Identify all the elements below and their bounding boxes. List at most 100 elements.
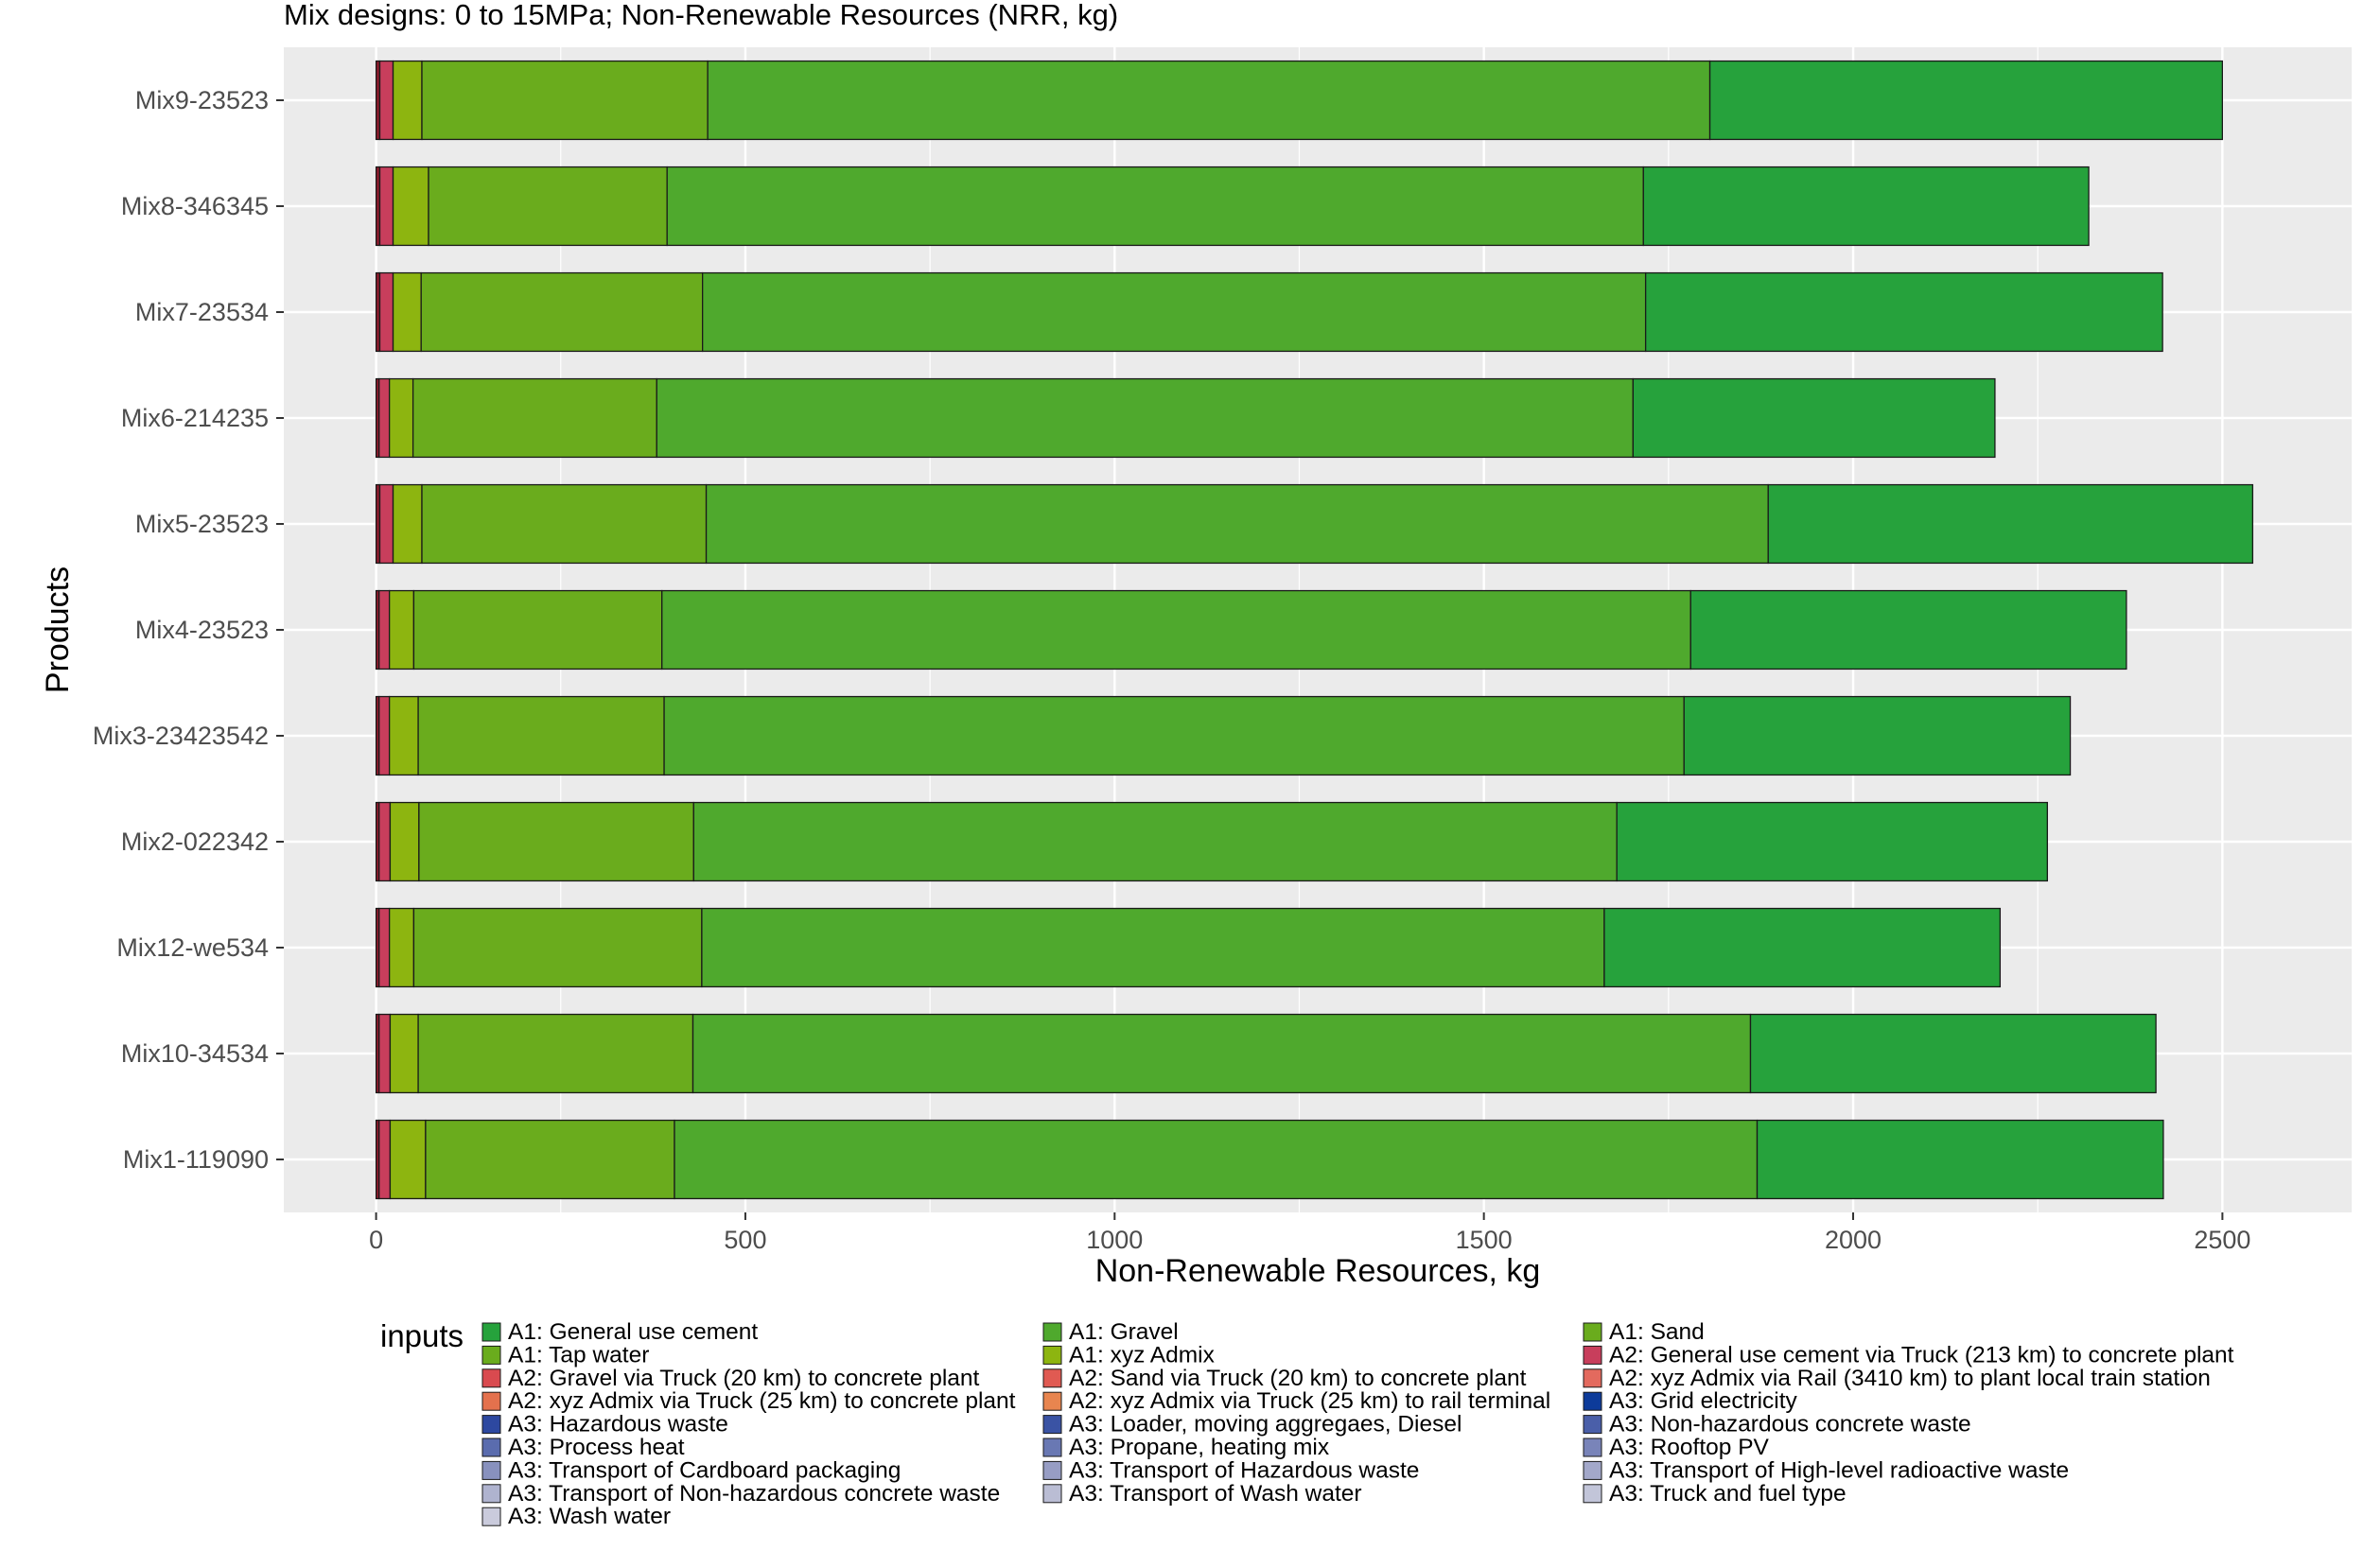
- legend-label: A3: Transport of Hazardous waste: [1069, 1457, 1419, 1483]
- legend-key: [1583, 1437, 1602, 1457]
- legend-label: A2: Gravel via Truck (20 km) to concrete…: [508, 1366, 980, 1391]
- bar-segment: [702, 271, 1647, 353]
- bar-segment: [425, 1119, 675, 1200]
- bar-segment: [1644, 271, 2163, 353]
- y-tick-label: Mix9-23523: [135, 86, 269, 114]
- legend-key: [1042, 1345, 1062, 1365]
- bar-segment: [378, 271, 394, 353]
- bar-segment: [1642, 166, 2090, 247]
- y-tick-label: Mix10-34534: [121, 1039, 269, 1068]
- y-tick-label: Mix7-23534: [135, 298, 269, 326]
- legend-key: [481, 1322, 501, 1342]
- bar-segment: [707, 60, 1711, 141]
- bar-segment: [412, 907, 703, 988]
- legend-label: A2: General use cement via Truck (213 km…: [1609, 1342, 2234, 1368]
- x-tick-label: 2500: [2194, 1226, 2250, 1254]
- bar-segment: [420, 271, 704, 353]
- x-axis-ticks: 0 500 1000 1500 2000 2500: [369, 1212, 2250, 1254]
- legend-label: A1: Tap water: [508, 1342, 649, 1368]
- bar-segment: [421, 60, 709, 141]
- legend-key: [1583, 1484, 1602, 1504]
- x-tick-label: 500: [724, 1226, 766, 1254]
- bar-segment: [701, 907, 1605, 988]
- y-tick-label: Mix5-23523: [135, 510, 269, 538]
- bar-segment: [388, 907, 415, 988]
- bar-segment: [378, 166, 394, 247]
- bar-segment: [378, 907, 391, 988]
- bar-segment: [389, 1119, 427, 1200]
- legend-label: A2: xyz Admix via Truck (25 km) to rail …: [1069, 1388, 1550, 1414]
- legend-key: [1583, 1345, 1602, 1365]
- legend-key: [1583, 1368, 1602, 1388]
- y-tick-label: Mix8-346345: [121, 192, 269, 220]
- legend-key: [1583, 1322, 1602, 1342]
- legend-label: A3: Transport of High-level radioactive …: [1609, 1457, 2069, 1483]
- y-tick-label: Mix2-022342: [121, 828, 269, 856]
- legend-label: A3: Propane, heating mix: [1069, 1435, 1329, 1460]
- bar-segment: [378, 1119, 392, 1200]
- bar-segment: [421, 483, 708, 565]
- legend-label: A3: Loader, moving aggregaes, Diesel: [1069, 1412, 1462, 1437]
- legend-label: A3: Transport of Non-hazardous concrete …: [508, 1481, 1000, 1507]
- legend-key: [1042, 1484, 1062, 1504]
- bar-segment: [1616, 801, 2048, 882]
- bar-segment: [1749, 1013, 2157, 1094]
- bar-segment: [1767, 483, 2254, 565]
- bar-segment: [674, 1119, 1759, 1200]
- legend-label: A1: General use cement: [508, 1319, 758, 1345]
- bar-segment: [392, 483, 423, 565]
- legend-key: [481, 1507, 501, 1526]
- legend-label: A3: Transport of Cardboard packaging: [508, 1457, 901, 1483]
- legend-key: [481, 1437, 501, 1457]
- legend-label: A3: Truck and fuel type: [1609, 1481, 1847, 1507]
- legend-label: A3: Hazardous waste: [508, 1412, 728, 1437]
- x-axis-title: Non-Renewable Resources, kg: [1095, 1253, 1541, 1289]
- bar-segment: [1632, 377, 1996, 459]
- legend-label: A3: Grid electricity: [1609, 1388, 1798, 1414]
- bar-segment: [1683, 695, 2072, 776]
- bar-segment: [392, 271, 422, 353]
- legend-key: [1042, 1437, 1062, 1457]
- bar-segment: [663, 695, 1685, 776]
- legend-label: A2: xyz Admix via Rail (3410 km) to plan…: [1609, 1366, 2211, 1391]
- bar-segment: [691, 1013, 1752, 1094]
- bar-segment: [378, 695, 391, 776]
- bar-segment: [692, 801, 1618, 882]
- bar-segment: [417, 695, 665, 776]
- legend-label: A3: Non-hazardous concrete waste: [1609, 1412, 1971, 1437]
- x-tick-label: 1000: [1086, 1226, 1143, 1254]
- bar-segment: [428, 166, 668, 247]
- legend-key: [481, 1391, 501, 1411]
- bar-segment: [661, 589, 1691, 671]
- y-tick-label: Mix12-we534: [116, 933, 269, 962]
- legend-label: A3: Transport of Wash water: [1069, 1481, 1362, 1507]
- y-tick-label: Mix1-119090: [123, 1145, 269, 1174]
- bar-segment: [388, 589, 415, 671]
- legend-label: A1: xyz Admix: [1069, 1342, 1215, 1368]
- legend: A1: General use cement A1: Gravel A1: Sand…: [481, 1319, 2234, 1529]
- bar-segment: [666, 166, 1644, 247]
- legend-key: [481, 1368, 501, 1388]
- chart-title: Mix designs: 0 to 15MPa; Non-Renewable R…: [284, 0, 1118, 31]
- legend-key: [1042, 1415, 1062, 1435]
- bar-segment: [392, 60, 423, 141]
- bar-segment: [411, 377, 657, 459]
- legend-label: A2: Sand via Truck (20 km) to concrete p…: [1069, 1366, 1527, 1391]
- legend-key: [1042, 1391, 1062, 1411]
- bar-segment: [378, 801, 392, 882]
- x-tick-label: 0: [369, 1226, 383, 1254]
- x-tick-label: 2000: [1825, 1226, 1882, 1254]
- legend-label: A3: Wash water: [508, 1504, 671, 1529]
- legend-title: inputs: [380, 1318, 464, 1353]
- bar-segment: [417, 1013, 694, 1094]
- bars: [375, 60, 2254, 1200]
- legend-key: [1583, 1415, 1602, 1435]
- bar-segment: [1603, 907, 2002, 988]
- bar-segment: [412, 589, 663, 671]
- y-tick-label: Mix3-23423542: [93, 722, 269, 750]
- legend-label: A1: Gravel: [1069, 1319, 1179, 1345]
- legend-key: [481, 1415, 501, 1435]
- bar-segment: [1756, 1119, 2164, 1200]
- legend-key: [481, 1460, 501, 1480]
- bar-segment: [1689, 589, 2127, 671]
